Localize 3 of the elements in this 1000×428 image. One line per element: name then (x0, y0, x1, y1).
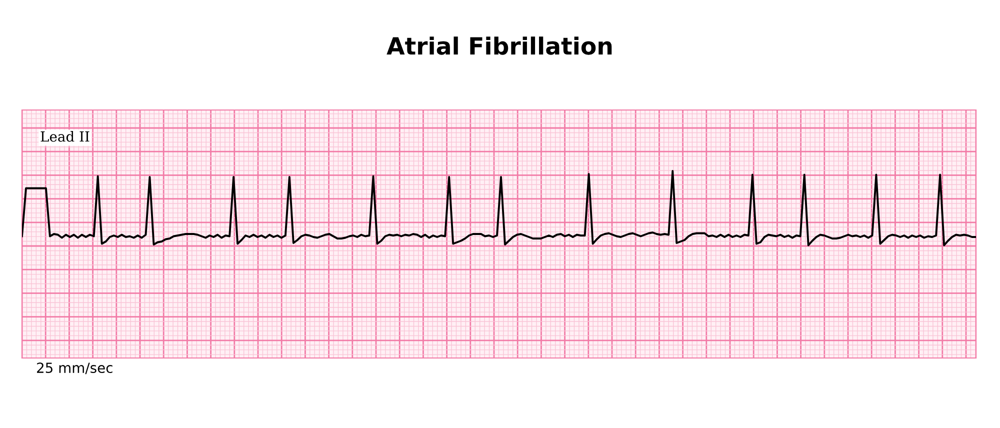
chart-title: Atrial Fibrillation (386, 36, 612, 55)
text: 25 mm/sec (37, 362, 112, 374)
text: Lead II (40, 131, 90, 142)
